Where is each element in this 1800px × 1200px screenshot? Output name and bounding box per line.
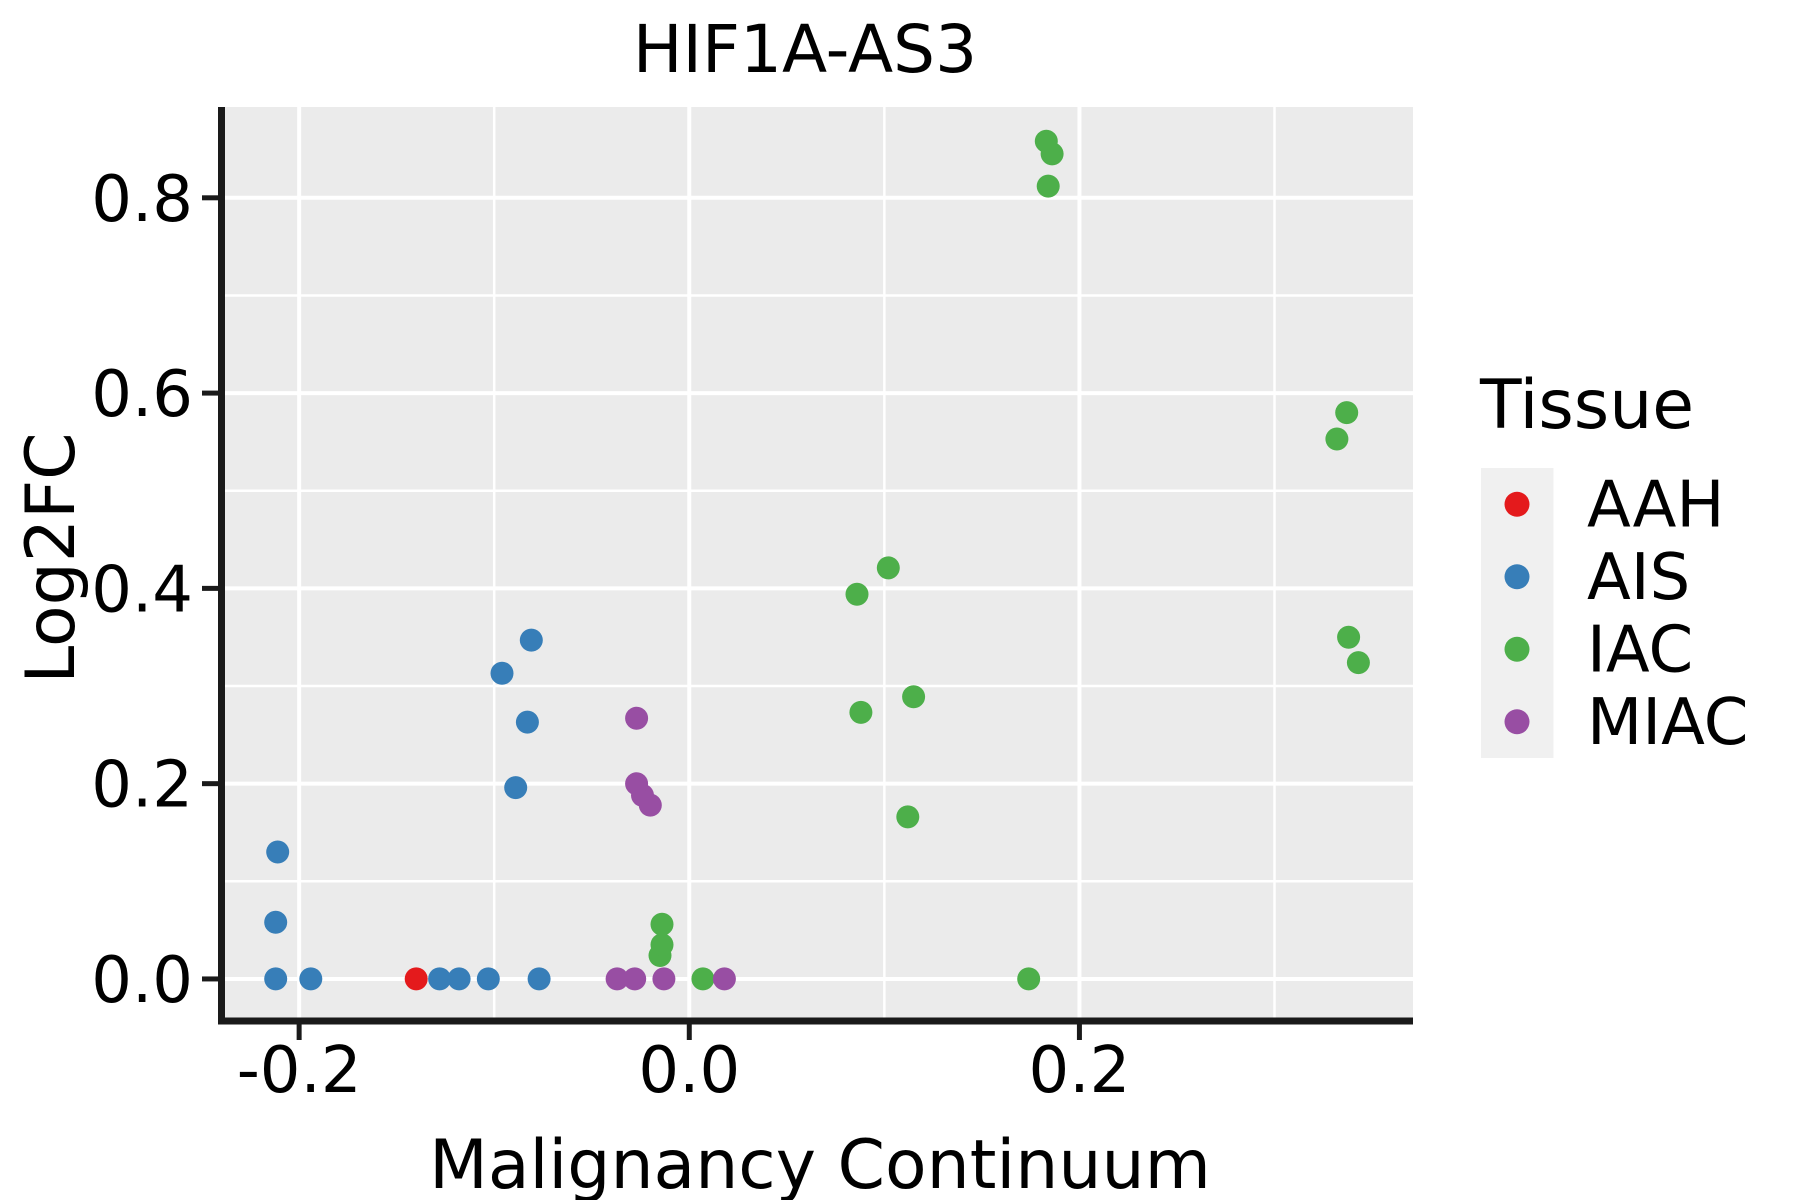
plot-panel: [225, 107, 1413, 1018]
data-point-ais: [504, 776, 528, 800]
data-point-ais: [428, 967, 452, 991]
data-point-ais: [527, 967, 551, 991]
data-point-iac: [1337, 625, 1361, 649]
x-axis-ticks: -0.2 0.0 0.2: [237, 1024, 1131, 1108]
legend-item-label: IAC: [1587, 613, 1693, 687]
y-axis-title: Log2FC: [12, 432, 91, 683]
legend-title: Tissue: [1479, 366, 1694, 445]
y-tick-label: 0.8: [91, 163, 193, 237]
data-point-iac: [845, 582, 869, 606]
data-point-iac: [650, 933, 674, 957]
y-axis-ticks: 0.0 0.2 0.4 0.6 0.8: [91, 163, 218, 1018]
data-point-ais: [490, 661, 514, 685]
data-point-ais: [447, 967, 471, 991]
data-point-ais: [266, 840, 290, 864]
y-tick-label: 0.6: [91, 358, 193, 432]
data-point-iac: [1325, 427, 1349, 451]
data-point-miac: [623, 967, 647, 991]
legend-item-label: MIAC: [1587, 686, 1748, 760]
data-point-ais: [476, 967, 500, 991]
data-point-iac: [650, 912, 674, 936]
x-axis-title: Malignancy Continuum: [429, 1126, 1211, 1200]
data-point-iac: [896, 805, 920, 829]
data-point-aah: [404, 967, 428, 991]
legend-item-label: AAH: [1587, 468, 1724, 542]
y-tick-label: 0.0: [91, 944, 193, 1018]
data-point-ais: [264, 967, 288, 991]
data-point-iac: [1335, 401, 1359, 425]
data-point-iac: [1346, 651, 1370, 675]
data-points: [264, 129, 1370, 991]
data-point-iac: [849, 700, 873, 724]
legend-key-dot: [1504, 491, 1530, 517]
data-point-ais: [515, 710, 539, 734]
legend-key-dot: [1504, 564, 1530, 590]
data-point-miac: [652, 967, 676, 991]
y-tick-label: 0.4: [91, 553, 193, 627]
data-point-miac: [625, 706, 649, 730]
data-point-ais: [264, 910, 288, 934]
y-tick-label: 0.2: [91, 749, 193, 823]
plot-title: HIF1A-AS3: [633, 11, 977, 88]
data-point-miac: [712, 967, 736, 991]
data-point-miac: [625, 772, 649, 796]
data-point-iac: [902, 685, 926, 709]
data-point-iac: [876, 556, 900, 580]
data-point-miac: [605, 967, 629, 991]
data-point-iac: [1017, 967, 1041, 991]
legend-key-dot: [1504, 709, 1530, 735]
legend-key-dot: [1504, 636, 1530, 662]
data-point-iac: [691, 967, 715, 991]
data-point-iac: [1036, 174, 1060, 198]
x-tick-label: 0.0: [638, 1034, 740, 1108]
data-point-ais: [519, 628, 543, 652]
data-point-ais: [299, 967, 323, 991]
x-tick-label: 0.2: [1029, 1034, 1131, 1108]
data-point-iac: [1034, 129, 1058, 153]
legend-item-label: AIS: [1587, 541, 1690, 615]
x-tick-label: -0.2: [237, 1034, 362, 1108]
